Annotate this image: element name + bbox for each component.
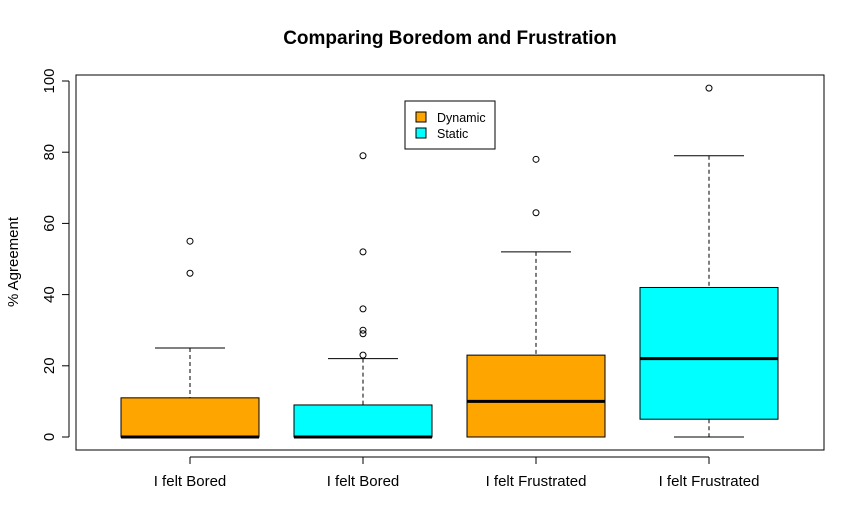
box-iqr [293, 404, 433, 438]
box-group [120, 84, 779, 439]
outlier-point [186, 269, 194, 277]
outlier-point [359, 326, 367, 334]
outlier-point [359, 152, 367, 160]
outlier-point [359, 305, 367, 313]
outlier-point [186, 237, 194, 245]
box-static [293, 152, 433, 439]
legend-swatch-dynamic [415, 111, 427, 123]
y-tick-label: 60 [41, 215, 58, 232]
y-axis: 0 20 40 60 80 100 [41, 68, 70, 441]
box-iqr [120, 397, 260, 438]
outlier-point [532, 155, 540, 163]
outlier-point [359, 248, 367, 256]
y-tick-label: 100 [41, 68, 58, 93]
outlier-point [359, 330, 367, 338]
x-tick-label: I felt Frustrated [486, 473, 587, 490]
y-axis-label: % Agreement [5, 216, 22, 307]
y-tick-label: 20 [41, 357, 58, 374]
legend-box [404, 100, 496, 150]
outlier-point [532, 209, 540, 217]
plot-frame [75, 74, 825, 451]
chart-title: Comparing Boredom and Frustration [283, 28, 617, 49]
legend: Dynamic Static [404, 100, 496, 150]
box-iqr [639, 286, 779, 420]
x-tick-label: I felt Bored [154, 473, 227, 490]
box-dynamic [120, 237, 260, 439]
legend-label-static: Static [437, 127, 468, 141]
x-tick-label: I felt Frustrated [659, 473, 760, 490]
box-static [639, 84, 779, 438]
outlier-point [705, 84, 713, 92]
y-tick-label: 40 [41, 286, 58, 303]
y-tick-label: 0 [41, 433, 58, 441]
legend-label-dynamic: Dynamic [437, 111, 486, 125]
box-iqr [466, 354, 606, 438]
x-tick-label: I felt Bored [327, 473, 400, 490]
box-dynamic [466, 155, 606, 438]
legend-swatch-static [415, 127, 427, 139]
y-tick-label: 80 [41, 144, 58, 161]
outlier-point [359, 351, 367, 359]
x-axis: I felt Bored I felt Bored I felt Frustrate… [154, 456, 760, 490]
